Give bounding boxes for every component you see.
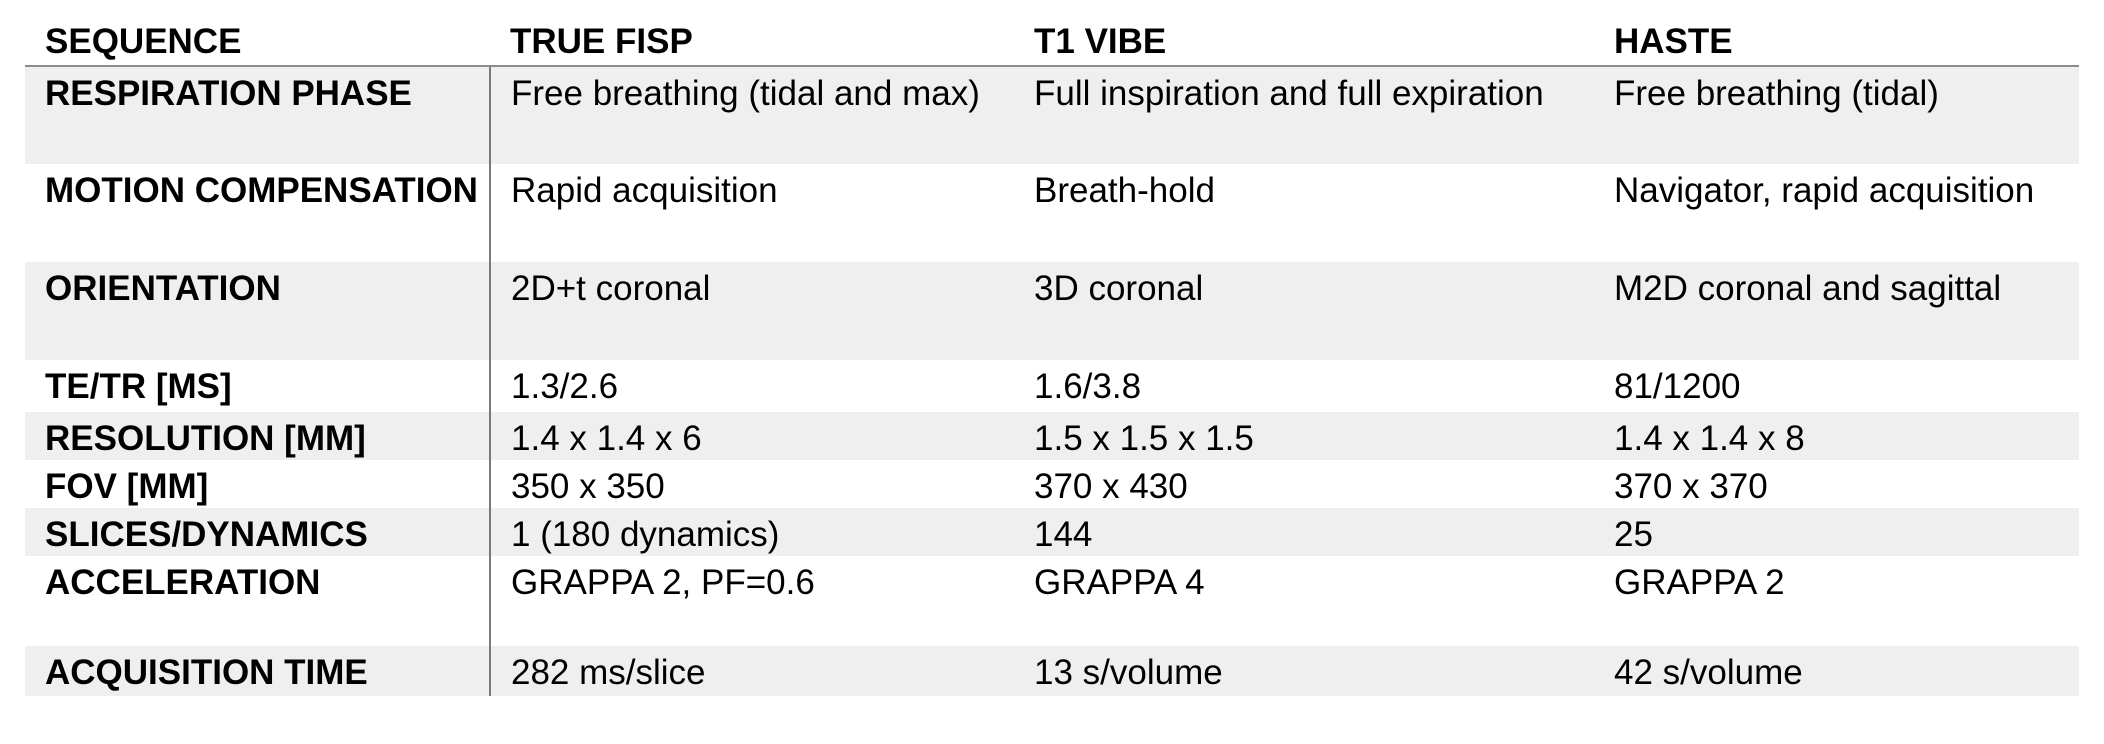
table-row: ACCELERATION GRAPPA 2, PF=0.6 GRAPPA 4 G… — [25, 556, 2079, 646]
cell-t1-vibe: 370 x 430 — [1034, 467, 1188, 506]
table-header: SEQUENCE TRUE FISP T1 VIBE HASTE — [25, 14, 2079, 67]
cell-true-fisp: 282 ms/slice — [490, 646, 1014, 696]
cell-haste: 370 x 370 — [1614, 467, 1768, 506]
table-row: RESOLUTION [MM] 1.4 x 1.4 x 6 1.5 x 1.5 … — [25, 412, 2079, 460]
row-label: TE/TR [MS] — [25, 360, 491, 412]
row-label: MOTION COMPENSATION — [25, 164, 491, 262]
cell-t1-vibe: 144 — [1014, 508, 1594, 556]
row-label: FOV [MM] — [25, 460, 491, 508]
cell-haste: Navigator, rapid acquisition — [1614, 171, 2035, 210]
row-label: SLICES/DYNAMICS — [25, 508, 491, 556]
table-row: ORIENTATION 2D+t coronal 3D coronal M2D … — [25, 262, 2079, 360]
table-row: SLICES/DYNAMICS 1 (180 dynamics) 144 25 — [25, 508, 2079, 556]
cell-haste: GRAPPA 2 — [1614, 563, 1785, 602]
cell-true-fisp: Free breathing (tidal and max) — [490, 66, 1014, 164]
cell-t1-vibe: Breath-hold — [1034, 171, 1215, 210]
row-label: RESPIRATION PHASE — [25, 66, 491, 164]
cell-t1-vibe: 1.6/3.8 — [1034, 367, 1142, 406]
row-label: ACCELERATION — [25, 556, 491, 646]
cell-true-fisp: 350 x 350 — [511, 467, 665, 506]
table-row: RESPIRATION PHASE Free breathing (tidal … — [25, 66, 2079, 164]
header-row: SEQUENCE TRUE FISP T1 VIBE HASTE — [25, 14, 2079, 67]
header-t1-vibe: T1 VIBE — [1014, 14, 1594, 67]
cell-true-fisp: 2D+t coronal — [490, 262, 1014, 360]
row-label: RESOLUTION [MM] — [25, 412, 491, 460]
cell-t1-vibe: 1.5 x 1.5 x 1.5 — [1014, 412, 1594, 460]
table-row: MOTION COMPENSATION Rapid acquisition Br… — [25, 164, 2079, 262]
row-label: ORIENTATION — [25, 262, 491, 360]
table-body: RESPIRATION PHASE Free breathing (tidal … — [25, 66, 2079, 696]
header-haste: HASTE — [1594, 14, 2079, 67]
cell-haste: 81/1200 — [1614, 367, 1741, 406]
cell-haste: 42 s/volume — [1594, 646, 2079, 696]
cell-haste: M2D coronal and sagittal — [1594, 262, 2079, 360]
header-sequence: SEQUENCE — [25, 14, 490, 67]
table-row: FOV [MM] 350 x 350 370 x 430 370 x 370 — [25, 460, 2079, 508]
header-true-fisp: TRUE FISP — [490, 14, 1014, 67]
sequence-parameters-table: SEQUENCE TRUE FISP T1 VIBE HASTE RESPIRA… — [25, 14, 2079, 696]
cell-true-fisp: 1 (180 dynamics) — [490, 508, 1014, 556]
cell-t1-vibe: GRAPPA 4 — [1034, 563, 1205, 602]
cell-true-fisp: 1.4 x 1.4 x 6 — [490, 412, 1014, 460]
cell-true-fisp: GRAPPA 2, PF=0.6 — [511, 563, 815, 602]
cell-haste: 1.4 x 1.4 x 8 — [1594, 412, 2079, 460]
row-label: ACQUISITION TIME — [25, 646, 491, 696]
cell-t1-vibe: Full inspiration and full expiration — [1014, 66, 1594, 164]
table-row: TE/TR [MS] 1.3/2.6 1.6/3.8 81/1200 — [25, 360, 2079, 412]
cell-true-fisp: 1.3/2.6 — [511, 367, 619, 406]
table-row: ACQUISITION TIME 282 ms/slice 13 s/volum… — [25, 646, 2079, 696]
cell-true-fisp: Rapid acquisition — [511, 171, 778, 210]
cell-haste: 25 — [1594, 508, 2079, 556]
cell-t1-vibe: 3D coronal — [1014, 262, 1594, 360]
cell-haste: Free breathing (tidal) — [1594, 66, 2079, 164]
cell-t1-vibe: 13 s/volume — [1014, 646, 1594, 696]
